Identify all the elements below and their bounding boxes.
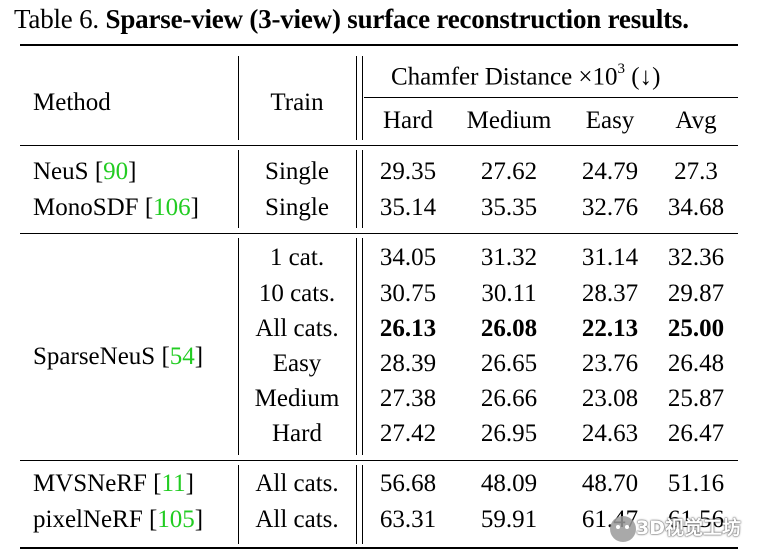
header-rule <box>20 145 738 147</box>
value-cell: 25.00 <box>667 315 725 342</box>
caption-title: Sparse-view (3-view) surface reconstruct… <box>105 4 689 34</box>
value-cell: 28.37 <box>581 280 639 307</box>
value-cell: 22.13 <box>581 315 639 342</box>
metric-arrow: (↓) <box>631 63 661 91</box>
value-cell: 29.87 <box>667 280 725 307</box>
value-cell: 27.62 <box>480 158 538 185</box>
caption-label: Table 6. <box>14 4 99 34</box>
table-caption: Table 6. Sparse-view (3-view) surface re… <box>14 4 689 35</box>
header-col-easy: Easy <box>585 107 635 134</box>
group-rule-1 <box>20 233 738 235</box>
value-cell: 27.42 <box>379 420 437 447</box>
header-col-medium: Medium <box>466 107 552 134</box>
value-cell: 24.79 <box>581 158 639 185</box>
value-cell: 34.68 <box>667 194 725 221</box>
value-cell: 27.38 <box>379 385 437 412</box>
value-cell: 26.65 <box>480 350 538 377</box>
metric-subrule <box>364 97 738 99</box>
column-separator <box>356 238 358 455</box>
value-cell: 25.87 <box>667 385 725 412</box>
value-cell: 23.76 <box>581 350 639 377</box>
train-cell: 1 cat. <box>269 244 325 271</box>
value-cell: 48.09 <box>480 470 538 497</box>
value-cell: 31.32 <box>480 244 538 271</box>
method-neus: NeuS [90] <box>33 158 137 185</box>
train-cell: Hard <box>272 420 322 447</box>
watermark-text: 3D视觉工坊 <box>636 517 741 539</box>
value-cell: 35.14 <box>379 194 437 221</box>
column-separator <box>238 238 240 455</box>
column-separator <box>362 56 364 140</box>
value-cell: 34.05 <box>379 244 437 271</box>
value-cell: 61.56 <box>667 506 725 533</box>
column-separator <box>362 150 364 228</box>
column-separator <box>362 465 364 544</box>
train-cell: Single <box>265 194 329 221</box>
bottom-rule <box>20 547 738 550</box>
train-cell: Easy <box>272 350 322 377</box>
value-cell: 31.14 <box>581 244 639 271</box>
train-cell: All cats. <box>255 315 339 342</box>
header-col-hard: Hard <box>383 107 433 134</box>
value-cell: 30.75 <box>379 280 437 307</box>
citation-link[interactable]: 90 <box>103 158 129 185</box>
header-train: Train <box>270 89 324 116</box>
value-cell: 26.48 <box>667 350 725 377</box>
value-cell: 32.36 <box>667 244 725 271</box>
top-rule <box>20 44 738 47</box>
column-separator <box>362 238 364 455</box>
value-cell: 59.91 <box>480 506 538 533</box>
column-separator <box>238 56 240 140</box>
citation-link[interactable]: 54 <box>169 343 195 370</box>
column-separator <box>356 150 358 228</box>
value-cell: 23.08 <box>581 385 639 412</box>
metric-name: Chamfer Distance ×10 <box>391 63 618 91</box>
value-cell: 35.35 <box>480 194 538 221</box>
value-cell: 29.35 <box>379 158 437 185</box>
column-separator <box>238 150 240 228</box>
train-cell: All cats. <box>255 470 339 497</box>
value-cell: 24.63 <box>581 420 639 447</box>
value-cell: 61.47 <box>581 506 639 533</box>
metric-exponent: 3 <box>617 61 626 77</box>
train-cell: Medium <box>254 385 340 412</box>
value-cell: 63.31 <box>379 506 437 533</box>
header-metric-group: Chamfer Distance ×103 (↓) <box>391 56 660 92</box>
column-separator <box>238 465 240 544</box>
group-rule-2 <box>20 460 738 462</box>
citation-link[interactable]: 11 <box>161 470 186 497</box>
train-cell: 10 cats. <box>258 280 336 307</box>
method-sparseneus: SparseNeuS [54] <box>33 343 204 370</box>
value-cell: 26.08 <box>480 315 538 342</box>
train-cell: All cats. <box>255 506 339 533</box>
method-mvsnerf: MVSNeRF [11] <box>33 470 194 497</box>
value-cell: 30.11 <box>481 280 537 307</box>
value-cell: 26.13 <box>379 315 437 342</box>
value-cell: 48.70 <box>581 470 639 497</box>
value-cell: 26.66 <box>480 385 538 412</box>
value-cell: 32.76 <box>581 194 639 221</box>
header-method: Method <box>33 89 111 116</box>
value-cell: 26.95 <box>480 420 538 447</box>
value-cell: 28.39 <box>379 350 437 377</box>
citation-link[interactable]: 106 <box>153 194 191 221</box>
value-cell: 56.68 <box>379 470 437 497</box>
header-col-avg: Avg <box>675 107 717 134</box>
value-cell: 26.47 <box>667 420 725 447</box>
method-pixelnerf: pixelNeRF [105] <box>33 506 204 533</box>
value-cell: 27.3 <box>674 158 718 185</box>
method-monosdf: MonoSDF [106] <box>33 194 199 221</box>
column-separator <box>356 465 358 544</box>
column-separator <box>356 56 358 140</box>
train-cell: Single <box>265 158 329 185</box>
citation-link[interactable]: 105 <box>157 506 195 533</box>
value-cell: 51.16 <box>667 470 725 497</box>
